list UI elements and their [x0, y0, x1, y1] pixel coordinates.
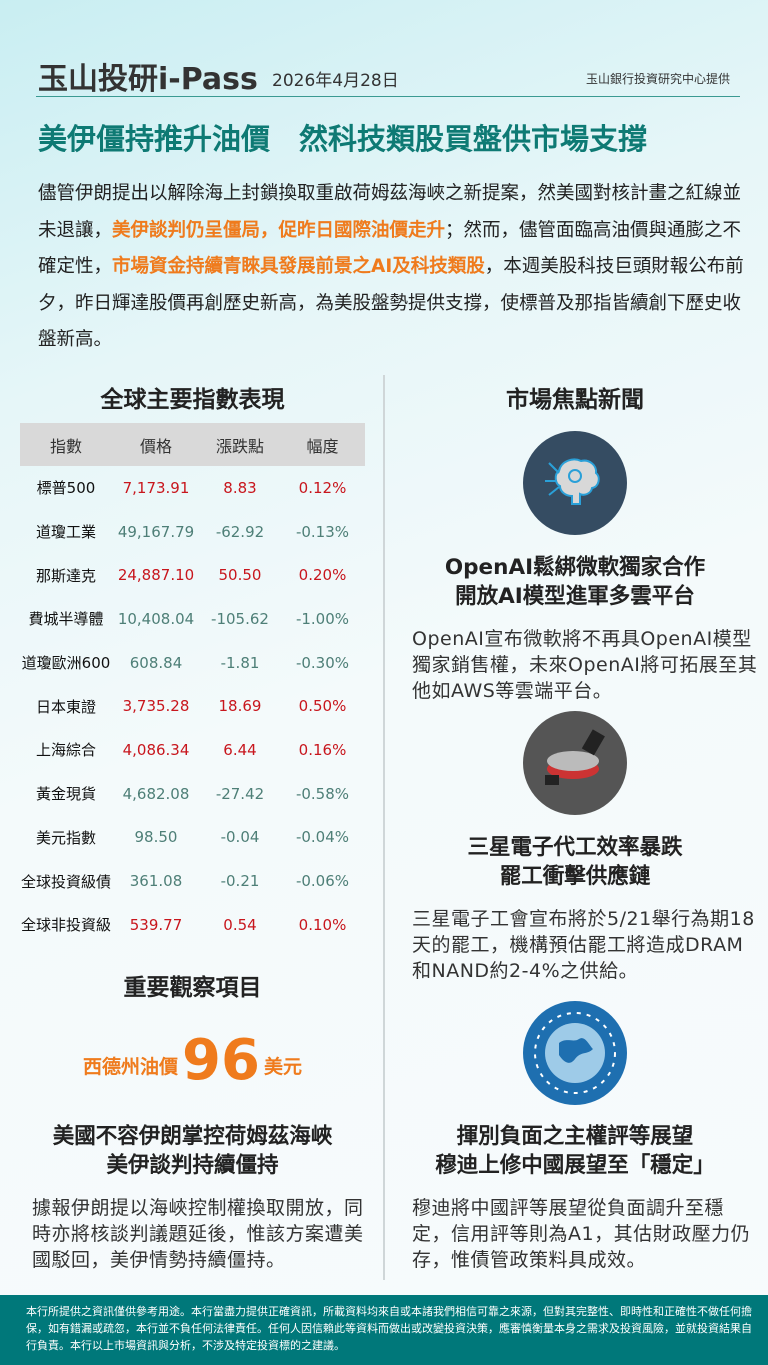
- wti-price: 西德州油價96 美元: [20, 1028, 365, 1093]
- index-row: 全球投資級債 361.08 -0.21 -0.06%: [20, 859, 365, 903]
- index-name: 全球非投資級: [20, 916, 111, 935]
- index-row: 黃金現貨 4,682.08 -27.42 -0.58%: [20, 772, 365, 816]
- provider-label: 玉山銀行投資研究中心提供: [585, 72, 730, 86]
- index-row: 道瓊歐洲600 608.84 -1.81 -0.30%: [20, 641, 365, 685]
- headline: 美伊僵持推升油價 然科技類股買盤供市場支撐: [38, 122, 648, 156]
- index-percent: 0.10%: [298, 915, 347, 934]
- index-row: 費城半導體 10,408.04 -105.62 -1.00%: [20, 597, 365, 641]
- index-price: 608.84: [129, 653, 183, 672]
- index-price: 4,086.34: [122, 740, 190, 759]
- index-price: 98.50: [134, 828, 178, 847]
- news-headline-line: 揮別負面之主權評等展望: [456, 1124, 694, 1149]
- news-headline-line: 罷工衝擊供應鏈: [499, 864, 651, 889]
- news-body: 穆迪將中國評等展望從負面調升至穩定，信用評等則為A1，其估財政壓力仍存，惟債管政…: [412, 1197, 751, 1271]
- news-headline-line: 開放AI模型進軍多雲平台: [455, 584, 695, 609]
- index-name: 費城半導體: [28, 610, 104, 629]
- col-header: 漲跌點: [200, 423, 280, 466]
- watch-subtitle-line: 美國不容伊朗掌控荷姆茲海峽: [52, 1124, 333, 1149]
- index-name: 日本東證: [35, 697, 96, 716]
- index-percent: -0.30%: [295, 653, 350, 672]
- col-header: 幅度: [280, 423, 365, 466]
- lead-text: 儘管伊朗提出以解除海上封鎖換取重啟荷姆茲海峽之新提案，然美國對核計畫之紅線並未退…: [38, 183, 742, 241]
- watch-subtitle: 美國不容伊朗掌控荷姆茲海峽 美伊談判持續僵持: [20, 1122, 365, 1180]
- wti-label: 西德州油價: [83, 1056, 179, 1078]
- index-name: 那斯達克: [35, 566, 96, 585]
- index-percent: -0.04%: [295, 828, 350, 847]
- news-headline[interactable]: OpenAI鬆綁微軟獨家合作 開放AI模型進軍多雲平台: [392, 553, 758, 611]
- col-header: 指數: [20, 423, 112, 466]
- lead-text: ；然而，儘管面臨高油價與通膨之不確定性，: [38, 219, 742, 278]
- brand-title: 玉山投研i-Pass: [38, 62, 258, 97]
- index-row: 標普500 7,173.91 8.83 0.12%: [20, 466, 365, 510]
- column-divider: [383, 375, 385, 1280]
- news-title: 市場焦點新聞: [506, 387, 644, 413]
- index-price: 361.08: [129, 872, 183, 891]
- index-change: -1.81: [220, 653, 260, 672]
- index-row: 道瓊工業 49,167.79 -62.92 -0.13%: [20, 510, 365, 554]
- index-change: -27.42: [215, 784, 265, 803]
- semiconductor-wafer-icon: [523, 711, 627, 815]
- index-change: 0.54: [223, 915, 257, 934]
- index-change: -0.04: [220, 828, 260, 847]
- news-body: 三星電子工會宣布將於5/21舉行為期18天的罷工，機構預估罷工將造成DRAM和N…: [412, 908, 755, 982]
- index-change: 18.69: [218, 697, 262, 716]
- index-percent: -1.00%: [295, 609, 350, 628]
- index-percent: -0.13%: [295, 522, 350, 541]
- index-percent: 0.12%: [298, 478, 347, 497]
- index-row: 上海綜合 4,086.34 6.44 0.16%: [20, 728, 365, 772]
- index-change: 8.83: [223, 478, 257, 497]
- index-name: 道瓊工業: [35, 523, 96, 542]
- index-name: 上海綜合: [35, 741, 96, 760]
- index-name: 道瓊歐洲600: [21, 654, 111, 673]
- disclaimer: 本行所提供之資訊僅供參考用途。本行當盡力提供正確資訊，所載資料均來自或本諸我們相…: [0, 1295, 768, 1365]
- index-percent: 0.20%: [298, 566, 347, 585]
- news-headline-line: 穆迪上修中國展望至「穩定」: [435, 1153, 715, 1178]
- header-divider: [36, 96, 740, 97]
- index-change: -0.21: [220, 872, 260, 891]
- index-change: 50.50: [218, 566, 262, 585]
- index-change: -105.62: [211, 609, 269, 628]
- index-price: 10,408.04: [117, 609, 195, 628]
- index-price: 7,173.91: [122, 478, 190, 497]
- col-header: 價格: [112, 423, 200, 466]
- lead-highlight: 市場資金持續青睞具發展前景之AI及科技類股: [112, 256, 485, 277]
- index-row: 全球非投資級 539.77 0.54 0.10%: [20, 903, 365, 947]
- lead-paragraph: 儘管伊朗提出以解除海上封鎖換取重啟荷姆茲海峽之新提案，然美國對核計畫之紅線並未退…: [38, 176, 750, 359]
- report-date: 2026年4月28日: [272, 71, 399, 91]
- index-price: 3,735.28: [122, 697, 190, 716]
- index-name: 標普500: [36, 479, 96, 498]
- indices-title: 全球主要指數表現: [100, 387, 285, 413]
- index-row: 那斯達克 24,887.10 50.50 0.20%: [20, 553, 365, 597]
- watch-subtitle-line: 美伊談判持續僵持: [106, 1153, 279, 1178]
- index-price: 539.77: [129, 915, 183, 934]
- wti-unit: 美元: [263, 1056, 302, 1078]
- index-price: 49,167.79: [117, 522, 195, 541]
- lead-text: ，本週美股科技巨頭財報公布前夕，昨日輝達股價再創歷史新高，為美股盤勢提供支撐，使…: [38, 256, 744, 350]
- news-body: OpenAI宣布微軟將不再具OpenAI模型獨家銷售權，未來OpenAI將可拓展…: [412, 628, 758, 702]
- news-headline-line: 三星電子代工效率暴跌: [467, 835, 683, 860]
- watch-body: 據報伊朗提以海峽控制權換取開放，同時亦將核談判議題延後，惟該方案遭美國駁回，美伊…: [32, 1197, 364, 1271]
- index-percent: -0.58%: [295, 784, 350, 803]
- index-name: 美元指數: [35, 828, 96, 847]
- news-headline[interactable]: 揮別負面之主權評等展望 穆迪上修中國展望至「穩定」: [392, 1122, 758, 1180]
- wti-value: 96: [182, 1028, 260, 1093]
- indices-table: 指數 價格 漲跌點 幅度 標普500 7,173.91 8.83 0.12% 道瓊工業 4…: [20, 423, 365, 947]
- index-percent: 0.16%: [298, 740, 347, 759]
- index-price: 24,887.10: [117, 566, 195, 585]
- globe-network-icon: [523, 1001, 627, 1105]
- news-headline[interactable]: 三星電子代工效率暴跌 罷工衝擊供應鏈: [392, 833, 758, 891]
- lead-highlight: 美伊談判仍呈僵局，促昨日國際油價走升: [112, 219, 446, 241]
- ai-brain-icon: [523, 431, 627, 535]
- watch-title: 重要觀察項目: [123, 975, 262, 1001]
- index-name: 黃金現貨: [35, 785, 96, 804]
- index-percent: 0.50%: [298, 697, 347, 716]
- index-row: 美元指數 98.50 -0.04 -0.04%: [20, 816, 365, 860]
- index-row: 日本東證 3,735.28 18.69 0.50%: [20, 684, 365, 728]
- index-change: 6.44: [223, 740, 257, 759]
- index-percent: -0.06%: [295, 872, 350, 891]
- index-name: 全球投資級債: [20, 872, 111, 891]
- index-price: 4,682.08: [122, 784, 190, 803]
- news-headline-line: OpenAI鬆綁微軟獨家合作: [444, 555, 706, 580]
- index-change: -62.92: [215, 522, 265, 541]
